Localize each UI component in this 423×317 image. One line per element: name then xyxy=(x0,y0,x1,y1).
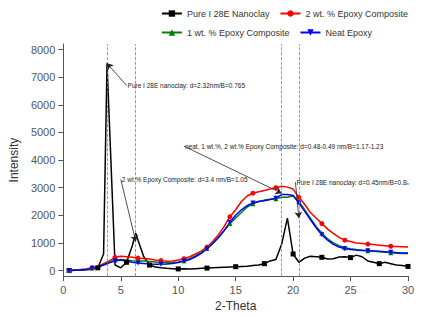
svg-text:20: 20 xyxy=(287,284,299,296)
svg-text:Neat Epoxy: Neat Epoxy xyxy=(325,28,372,38)
svg-text:8000: 8000 xyxy=(31,44,55,56)
svg-text:Pure I 28E nanoclay: d=0.45nm/: Pure I 28E nanoclay: d=0.45nm/B=0.8ₓ xyxy=(296,179,409,187)
svg-text:10: 10 xyxy=(172,284,184,296)
svg-text:Intensity: Intensity xyxy=(7,138,21,183)
svg-text:Pure I 28E Nanoclay: Pure I 28E Nanoclay xyxy=(187,9,270,19)
svg-text:Pure I 28E nanoclay: d=2.32nm/: Pure I 28E nanoclay: d=2.32nm/B=0.765 xyxy=(128,82,246,90)
svg-text:0: 0 xyxy=(49,265,55,277)
svg-text:25: 25 xyxy=(344,284,356,296)
svg-text:15: 15 xyxy=(230,284,242,296)
svg-text:3000: 3000 xyxy=(31,182,55,194)
svg-text:2 wt.% Epoxy Composite: d=3.4: 2 wt.% Epoxy Composite: d=3.4 nm/B=1.05 xyxy=(122,176,248,184)
svg-text:6000: 6000 xyxy=(31,99,55,111)
svg-text:5: 5 xyxy=(118,284,124,296)
svg-text:0: 0 xyxy=(60,284,66,296)
svg-text:2000: 2000 xyxy=(31,209,55,221)
svg-text:2 wt. % Epoxy Composite: 2 wt. % Epoxy Composite xyxy=(305,9,408,19)
svg-text:4000: 4000 xyxy=(31,154,55,166)
svg-text:5000: 5000 xyxy=(31,126,55,138)
svg-text:2-Theta: 2-Theta xyxy=(215,299,257,313)
svg-text:1 wt. % Epoxy Composite: 1 wt. % Epoxy Composite xyxy=(187,28,290,38)
svg-text:30: 30 xyxy=(402,284,414,296)
svg-text:1000: 1000 xyxy=(31,237,55,249)
svg-text:7000: 7000 xyxy=(31,71,55,83)
svg-text:neat, 1 wt.%, 2 wt.% Epoxy Com: neat, 1 wt.%, 2 wt.% Epoxy Composite: d=… xyxy=(185,143,384,151)
